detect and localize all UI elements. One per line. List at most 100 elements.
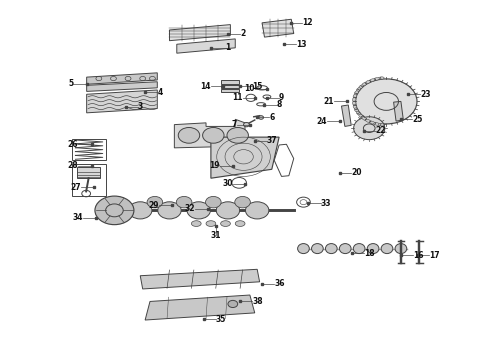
Text: 12: 12	[302, 18, 313, 27]
Circle shape	[205, 197, 221, 208]
Ellipse shape	[353, 244, 365, 253]
Ellipse shape	[378, 77, 384, 80]
Bar	[220, 89, 239, 93]
Ellipse shape	[395, 244, 407, 253]
Ellipse shape	[369, 121, 375, 124]
Circle shape	[354, 117, 385, 140]
Ellipse shape	[206, 221, 216, 226]
Ellipse shape	[354, 108, 358, 112]
Ellipse shape	[352, 98, 356, 102]
Text: 22: 22	[375, 126, 386, 135]
Ellipse shape	[235, 221, 245, 226]
Ellipse shape	[220, 221, 230, 226]
Ellipse shape	[367, 244, 379, 253]
Text: 1: 1	[225, 43, 231, 52]
Text: 18: 18	[365, 249, 375, 258]
Polygon shape	[342, 105, 351, 126]
Text: 15: 15	[252, 82, 263, 91]
Polygon shape	[177, 39, 235, 53]
Text: 6: 6	[270, 113, 274, 122]
Circle shape	[176, 197, 192, 208]
Ellipse shape	[369, 79, 375, 82]
Bar	[220, 85, 239, 88]
Ellipse shape	[356, 88, 361, 92]
Bar	[77, 167, 100, 178]
Polygon shape	[211, 137, 279, 178]
Text: 8: 8	[277, 100, 282, 109]
Text: 7: 7	[231, 120, 237, 129]
Ellipse shape	[381, 244, 393, 253]
Circle shape	[228, 300, 238, 307]
Polygon shape	[145, 295, 255, 320]
Ellipse shape	[378, 123, 384, 126]
Text: 21: 21	[324, 97, 334, 106]
Bar	[220, 80, 239, 84]
Circle shape	[244, 122, 249, 127]
Text: 11: 11	[232, 93, 243, 102]
Text: 36: 36	[274, 279, 285, 288]
Circle shape	[202, 127, 224, 143]
Polygon shape	[87, 90, 157, 113]
Circle shape	[259, 116, 264, 119]
Text: 20: 20	[351, 168, 362, 177]
Text: 25: 25	[412, 115, 422, 124]
Text: 13: 13	[296, 40, 307, 49]
Ellipse shape	[374, 122, 379, 125]
Text: 16: 16	[413, 251, 423, 260]
Text: 38: 38	[252, 297, 263, 306]
Text: 5: 5	[69, 79, 74, 88]
Text: 34: 34	[73, 213, 83, 222]
Text: 27: 27	[70, 183, 81, 192]
Text: 26: 26	[68, 140, 78, 149]
Text: 9: 9	[279, 93, 284, 102]
Text: 28: 28	[68, 161, 78, 170]
Text: 10: 10	[244, 84, 255, 93]
Ellipse shape	[356, 111, 361, 115]
Circle shape	[216, 202, 240, 219]
Text: 23: 23	[420, 90, 431, 99]
Text: 37: 37	[267, 136, 277, 145]
Text: 32: 32	[185, 204, 196, 213]
Circle shape	[245, 202, 269, 219]
Circle shape	[187, 202, 210, 219]
Polygon shape	[393, 102, 403, 121]
Polygon shape	[170, 24, 230, 41]
Ellipse shape	[362, 117, 367, 120]
Ellipse shape	[359, 114, 364, 118]
Ellipse shape	[359, 85, 364, 89]
Ellipse shape	[354, 91, 358, 95]
Circle shape	[158, 202, 181, 219]
Text: 14: 14	[200, 82, 211, 91]
Text: 3: 3	[138, 102, 143, 111]
Text: 35: 35	[216, 315, 226, 324]
Ellipse shape	[366, 119, 370, 122]
Ellipse shape	[325, 244, 337, 253]
Circle shape	[178, 127, 200, 143]
Ellipse shape	[362, 82, 367, 86]
Ellipse shape	[353, 94, 357, 98]
Text: 17: 17	[429, 251, 440, 260]
Bar	[72, 164, 106, 196]
Ellipse shape	[374, 77, 379, 80]
Polygon shape	[262, 19, 294, 37]
Ellipse shape	[366, 80, 370, 84]
Text: 2: 2	[240, 29, 245, 38]
Circle shape	[356, 79, 417, 124]
Text: 30: 30	[222, 179, 233, 188]
Ellipse shape	[353, 104, 357, 109]
Circle shape	[95, 196, 134, 225]
Polygon shape	[87, 73, 157, 84]
Ellipse shape	[297, 244, 309, 253]
Polygon shape	[174, 119, 245, 148]
Circle shape	[227, 127, 248, 143]
Circle shape	[147, 197, 163, 208]
Ellipse shape	[312, 244, 323, 253]
Text: 29: 29	[148, 201, 159, 210]
Text: 33: 33	[320, 199, 331, 208]
Polygon shape	[87, 82, 157, 91]
Ellipse shape	[340, 244, 351, 253]
Text: 24: 24	[317, 117, 327, 126]
Circle shape	[235, 197, 250, 208]
Circle shape	[128, 202, 152, 219]
Text: 4: 4	[157, 88, 163, 97]
